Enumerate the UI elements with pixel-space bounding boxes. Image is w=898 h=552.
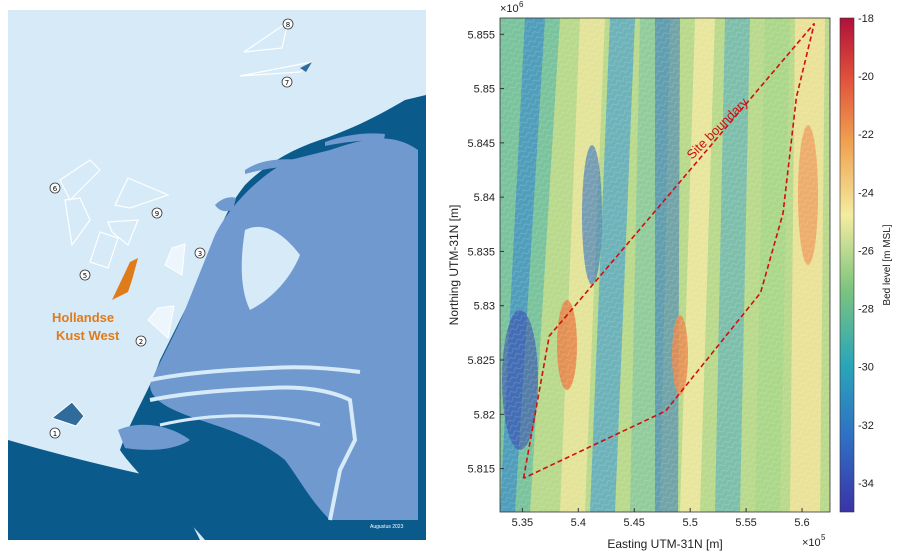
- y-tick-label: 5.85: [474, 84, 495, 96]
- colorbar-tick-label: -26: [858, 245, 874, 257]
- flevoland: [280, 262, 321, 307]
- colorbar-ticks: -18 -20 -22 -24 -26 -28 -30 -32 -34: [858, 13, 874, 490]
- offshore-wind-map: 8 7 6 9 3 5 2 1 Hollandse Kust West Augu…: [8, 10, 426, 540]
- y-axis-ticks: 5.855 5.85 5.845 5.84 5.835 5.83 5.825 5.82 5.81…: [467, 29, 504, 476]
- marker-7: 7: [281, 76, 293, 88]
- wadden-island: [325, 133, 385, 146]
- colorbar-tick-label: -18: [858, 13, 874, 25]
- x-tick-label: 5.5: [683, 517, 698, 529]
- x-tick-label: 5.45: [624, 517, 645, 529]
- wind-area-3: [164, 243, 186, 276]
- x-tick-label: 5.35: [512, 517, 533, 529]
- river: [149, 365, 361, 382]
- svg-text:6: 6: [519, 0, 524, 9]
- hollandse-kust-west-area: [112, 258, 138, 300]
- site-boundary: [522, 22, 816, 480]
- river: [159, 414, 321, 427]
- svg-text:×10: ×10: [500, 3, 519, 15]
- svg-text:2: 2: [139, 338, 143, 346]
- y-tick-label: 5.835: [467, 246, 495, 258]
- highlight-label-line1: Hollandse: [52, 310, 114, 325]
- marker-9: 9: [151, 207, 163, 219]
- y-tick-label: 5.84: [474, 192, 495, 204]
- ijsselmeer: [241, 226, 300, 310]
- heatmap-field: [500, 18, 830, 512]
- marker-2: 2: [135, 335, 147, 347]
- highlight-label-line2: Kust West: [56, 328, 120, 343]
- svg-text:6: 6: [53, 185, 58, 193]
- marker-5: 5: [79, 269, 91, 281]
- wind-area-1: [50, 401, 85, 427]
- colorbar-tick-label: -34: [858, 478, 874, 490]
- wind-area-9: [114, 177, 170, 209]
- y-tick-label: 5.825: [467, 355, 495, 367]
- y-axis-multiplier: ×10 6: [500, 0, 524, 15]
- wind-area-7-built: [300, 62, 312, 72]
- colorbar-tick-label: -20: [858, 71, 874, 83]
- x-axis-multiplier: ×10 5: [802, 533, 826, 549]
- marker-8: 8: [282, 18, 294, 30]
- y-tick-label: 5.845: [467, 138, 495, 150]
- svg-text:9: 9: [155, 210, 159, 218]
- land-netherlands: [150, 138, 418, 520]
- y-tick-label: 5.815: [467, 464, 495, 476]
- y-tick-label: 5.83: [474, 301, 495, 313]
- marker-6: 6: [49, 182, 61, 194]
- svg-text:7: 7: [285, 79, 289, 87]
- svg-text:3: 3: [198, 250, 202, 258]
- x-tick-label: 5.4: [571, 517, 586, 529]
- deep-sea: [8, 440, 200, 540]
- svg-text:8: 8: [286, 21, 290, 29]
- colorbar-tick-label: -24: [858, 187, 874, 199]
- x-tick-label: 5.55: [735, 517, 756, 529]
- svg-text:1: 1: [53, 430, 57, 438]
- colorbar-tick-label: -28: [858, 304, 874, 316]
- texel-island: [215, 197, 236, 212]
- svg-text:5: 5: [821, 533, 826, 542]
- colorbar-tick-label: -32: [858, 420, 874, 432]
- colorbar-label: Bed level [m MSL]: [882, 224, 893, 305]
- wind-area-2: [147, 305, 175, 339]
- x-tick-label: 5.6: [794, 517, 809, 529]
- y-tick-label: 5.855: [467, 29, 495, 41]
- svg-text:×10: ×10: [802, 537, 821, 549]
- wind-area-6: [59, 159, 101, 202]
- y-axis-label: Northing UTM-31N [m]: [447, 205, 461, 326]
- svg-text:5: 5: [83, 272, 87, 280]
- wind-area-9b: [107, 219, 139, 246]
- plot-frame: [499, 17, 831, 513]
- wind-area-5: [89, 231, 119, 269]
- marker-3: 3: [194, 247, 206, 259]
- x-axis-label: Easting UTM-31N [m]: [607, 537, 722, 551]
- wind-area-6b: [64, 197, 91, 247]
- river: [149, 385, 358, 521]
- date-label: Augustus 2023: [370, 524, 404, 530]
- bathymetry-chart: Site boundary 5.35 5.4 5.45 5.5 5.55 5.6 5.85…: [447, 0, 893, 551]
- wadden-island: [245, 159, 300, 174]
- y-tick-label: 5.82: [474, 409, 495, 421]
- wind-area-8: [243, 20, 289, 53]
- colorbar-tick-label: -30: [858, 362, 874, 374]
- colorbar-tick-label: -22: [858, 129, 874, 141]
- zeeland-island: [118, 424, 190, 450]
- marker-1: 1: [49, 427, 61, 439]
- colorbar: [839, 17, 855, 513]
- x-axis-ticks: 5.35 5.4 5.45 5.5 5.55 5.6: [512, 508, 810, 529]
